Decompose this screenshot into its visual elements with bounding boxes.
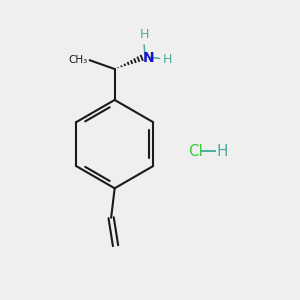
Text: H: H — [163, 53, 172, 66]
Text: CH₃: CH₃ — [68, 55, 87, 64]
Text: H: H — [216, 144, 228, 159]
Text: N: N — [143, 51, 154, 65]
Text: H: H — [140, 28, 149, 41]
Text: Cl: Cl — [188, 144, 203, 159]
